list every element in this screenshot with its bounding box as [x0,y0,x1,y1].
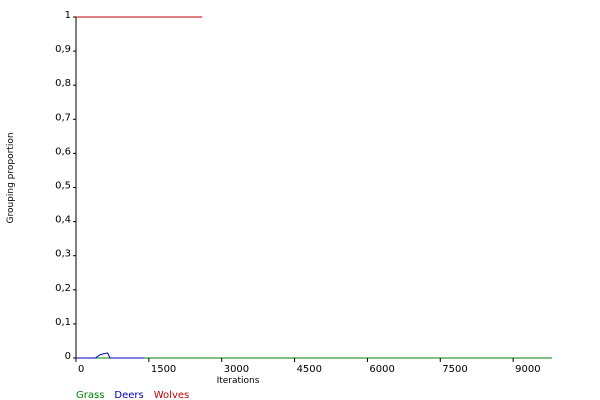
legend-entry-deers: Deers [114,390,143,400]
legend-entry-wolves: Wolves [154,390,189,400]
axes [75,17,552,359]
y-tick-label: 0 [65,351,71,362]
y-tick-label: 0,1 [55,317,71,328]
y-tick-label: 0,7 [55,112,71,123]
x-axis-label: Iterations [217,376,260,386]
y-tick-label: 0,5 [55,181,71,192]
legend: Grass Deers Wolves [76,390,189,400]
x-tick-label: 0 [78,364,84,375]
y-tick-label: 1 [65,10,71,21]
y-tick-label: 0,2 [55,283,71,294]
legend-entry-grass: Grass [76,390,104,400]
x-tick-label: 4500 [297,364,322,375]
series-layer [76,16,552,359]
series-line-deers [76,352,144,359]
y-tick-label: 0,3 [55,249,71,260]
x-tick-label: 3000 [224,364,249,375]
y-axis-label: Grouping proportion [6,132,16,223]
x-tick-label: 9000 [515,364,540,375]
y-tick-label: 0,6 [55,146,71,157]
tick-layer: 0 0,1 0,2 0,3 0,4 0,5 0,6 0,7 0,8 0,9 1 0 1500 3000 45… [55,10,541,375]
x-tick-label: 7500 [442,364,467,375]
y-tick-label: 0,4 [55,215,71,226]
x-tick-label: 6000 [369,364,394,375]
y-tick-label: 0,9 [55,44,71,55]
y-tick-label: 0,8 [55,78,71,89]
x-tick-label: 1500 [151,364,176,375]
